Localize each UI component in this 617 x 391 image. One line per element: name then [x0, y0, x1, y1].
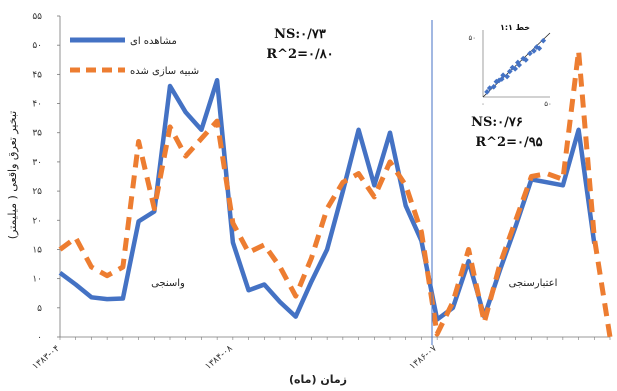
inset-point [512, 66, 518, 72]
x-tick-label: ۱۳۸۳-۰۴ [31, 344, 62, 372]
inset-point [523, 57, 529, 63]
inset-y-tick-50: ۵۰ [468, 34, 476, 42]
simulated-series-line [58, 48, 613, 338]
legend-simulated-label: شبیه سازی شده [130, 66, 199, 77]
y-tick-label: ۱۰ [32, 275, 42, 285]
inset-x-tick-0: ۰ [481, 100, 485, 108]
y-tick-label: ۴۰ [32, 100, 42, 110]
x-axis-label: زمان (ماه) [289, 373, 347, 386]
inset-point [516, 62, 523, 68]
x-tick-label: ۱۳۸۶-۰۷ [408, 344, 439, 372]
inset-point [540, 37, 547, 44]
y-tick-label: ۲۰ [32, 216, 42, 226]
x-tick-label: ۱۳۸۴-۰۸ [204, 344, 235, 372]
inset-point [506, 68, 513, 75]
y-tick-label: ۵ [37, 304, 42, 314]
validation-ns: NS:۰/۷۶ [471, 115, 523, 130]
validation-r2: R^2=۰/۹۵ [475, 135, 542, 150]
inset-title: خط ۱:۱ [500, 23, 530, 32]
y-tick-label: ۵۵ [32, 12, 42, 22]
inset-x-tick-50: ۵۰ [544, 100, 552, 108]
calibration-label: واسنجی [151, 278, 185, 289]
series-group [58, 48, 613, 338]
y-tick-label: ۳۰ [32, 158, 42, 168]
y-tick-label: ۳۵ [32, 129, 42, 139]
inset-point [504, 73, 510, 80]
inset-points [484, 37, 547, 95]
inset-point [490, 83, 497, 90]
inset-point [536, 45, 543, 52]
inset-point [527, 50, 533, 57]
legend: مشاهده ای شبیه سازی شده [70, 36, 199, 77]
y-axis: ۰ ۵ ۱۰ ۱۵ ۲۰ ۲۵ ۳۰ ۳۵ ۴۰ ۴۵ ۵۰ ۵۵ [32, 12, 61, 343]
y-tick-label: ۱۵ [32, 245, 42, 255]
validation-label: اعتبارسنجی [509, 278, 558, 289]
calibration-ns: NS:۰/۷۳ [274, 27, 326, 42]
y-axis-label: تبخیر تعرق واقعی ( میلیمتر) [6, 111, 19, 239]
legend-observed-label: مشاهده ای [130, 36, 177, 47]
y-tick-label: ۴۵ [32, 70, 42, 80]
inset-point [484, 89, 490, 95]
y-tick-label: ۵۰ [32, 41, 42, 51]
inset-point [531, 48, 537, 54]
x-axis: ۱۳۸۳-۰۴ ۱۳۸۴-۰۸ ۱۳۸۶-۰۷ [31, 336, 611, 372]
inset-scatter: خط ۱:۱ ۰ ۵۰ ۵۰ [468, 23, 551, 108]
y-tick-label: ۲۵ [32, 187, 42, 197]
calibration-r2: R^2=۰/۸۰ [266, 47, 333, 62]
y-tick-label: ۰ [37, 333, 42, 343]
